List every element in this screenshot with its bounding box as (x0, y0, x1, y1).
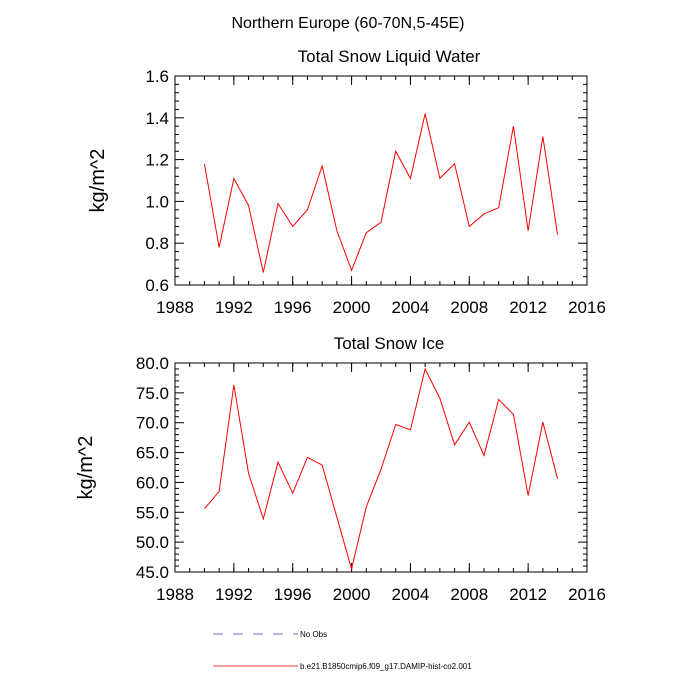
legend-label: No Obs (300, 630, 327, 639)
chart-title: Total Snow Ice (334, 334, 445, 353)
plot-frame (174, 362, 588, 573)
x-tick-label: 2004 (392, 298, 430, 317)
y-tick-label: 1.4 (145, 109, 169, 128)
y-axis-label: kg/m^2 (75, 436, 97, 500)
y-tick-label: 0.8 (145, 234, 169, 253)
x-tick-label: 1996 (274, 585, 312, 604)
panel-1: Total Snow Liquid Water 1988 1992 1996 2000 2… (87, 47, 606, 317)
x-tick-label: 2012 (509, 298, 547, 317)
y-tick-label: 1.0 (145, 192, 169, 211)
x-tick-label: 2012 (509, 585, 547, 604)
figure-suptitle: Northern Europe (60-70N,5-45E) (231, 15, 464, 32)
y-tick-label: 45.0 (136, 563, 169, 582)
chart-title: Total Snow Liquid Water (298, 47, 481, 66)
series-line-1 (203, 113, 559, 273)
y-axis-label: kg/m^2 (87, 149, 109, 213)
y-tick-label: 0.6 (145, 276, 169, 295)
panel-2: Total Snow Ice 1988 1992 1996 2000 2004 2008 20… (75, 334, 606, 604)
x-tick-label: 2016 (568, 298, 606, 317)
x-tick-label: 2016 (568, 585, 606, 604)
y-tick-label: 50.0 (136, 533, 169, 552)
legend-label: b.e21.B1850cmip6.f09_g17.DAMIP-hist-co2.… (300, 662, 472, 671)
x-tick-label: 1992 (215, 585, 253, 604)
y-tick-label: 70.0 (136, 414, 169, 433)
x-tick-label: 2000 (333, 298, 371, 317)
y-tick-label: 1.2 (145, 151, 169, 170)
panels: Total Snow Liquid Water 1988 1992 1996 2000 2… (75, 47, 606, 604)
x-tick-label: 2000 (333, 585, 371, 604)
plot-frame (174, 75, 588, 286)
y-tick-label: 80.0 (136, 354, 169, 373)
x-tick-label: 1988 (156, 585, 194, 604)
x-tick-label: 1992 (215, 298, 253, 317)
x-tick-label: 2008 (450, 585, 488, 604)
y-tick-label: 1.6 (145, 67, 169, 86)
y-tick-label: 75.0 (136, 384, 169, 403)
legend: No Obs b.e21.B1850cmip6.f09_g17.DAMIP-his… (213, 630, 472, 671)
x-tick-label: 2004 (392, 585, 430, 604)
x-tick-label: 1988 (156, 298, 194, 317)
series-line-1 (204, 367, 559, 571)
y-tick-label: 55.0 (136, 503, 169, 522)
y-tick-label: 60.0 (136, 473, 169, 492)
y-tick-label: 65.0 (136, 444, 169, 463)
x-tick-label: 2008 (450, 298, 488, 317)
x-tick-label: 1996 (274, 298, 312, 317)
